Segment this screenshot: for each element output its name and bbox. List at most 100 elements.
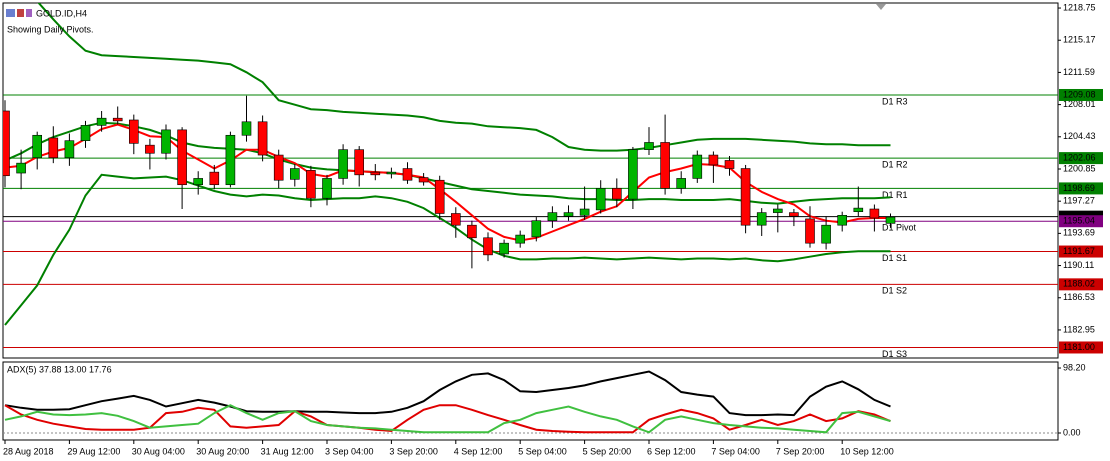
y-tick-label: 1204.43	[1063, 131, 1096, 141]
candle-body	[32, 134, 43, 159]
candle-body	[499, 242, 509, 255]
candle-body	[64, 140, 75, 159]
candle-body	[579, 208, 590, 216]
pivot-value: 1181.00	[1063, 342, 1095, 352]
x-tick-label: 5 Sep 04:00	[518, 446, 567, 456]
candle-body	[740, 168, 751, 226]
candle-body	[805, 218, 815, 244]
candle-body	[644, 142, 654, 150]
y-tick-label: 1193.69	[1063, 228, 1095, 238]
x-tick-label: 30 Aug 20:00	[196, 446, 249, 456]
pivot-box	[1059, 88, 1103, 101]
chart-title: GOLD.ID,H4	[36, 8, 87, 18]
candle-body	[434, 179, 445, 214]
candle-body	[48, 137, 59, 159]
x-tick-label: 7 Sep 20:00	[776, 446, 825, 456]
y-tick-label: 1190.11	[1063, 260, 1094, 270]
pivot-box	[1059, 182, 1103, 195]
candle-body	[145, 144, 155, 154]
y-tick-label: 1218.75	[1063, 2, 1096, 12]
pivot-box	[1059, 245, 1103, 258]
candle-body	[853, 207, 864, 213]
subtitle: Showing Daily Pivots.	[7, 24, 94, 34]
candle-body	[676, 178, 687, 189]
pivot-box	[1059, 215, 1103, 228]
pivot-label: D1 S3	[882, 349, 907, 359]
candle-body	[821, 224, 831, 244]
x-tick-label: 4 Sep 12:00	[454, 446, 503, 456]
pivot-box	[1059, 152, 1103, 165]
candle-body	[756, 212, 767, 226]
candle-body	[96, 117, 107, 126]
candle-body	[483, 237, 493, 256]
x-tick-label: 30 Aug 04:00	[132, 446, 185, 456]
indicator-line	[37, 3, 891, 152]
candle-body	[531, 220, 542, 238]
candle-body	[289, 168, 300, 180]
candle-body	[257, 121, 268, 156]
candle-body	[225, 134, 236, 186]
candle-body	[692, 154, 703, 179]
indicator-line	[4, 404, 891, 434]
y-tick-label: 1208.01	[1063, 99, 1096, 109]
x-tick-label: 29 Aug 12:00	[67, 446, 120, 456]
icon	[17, 9, 24, 17]
candle-body	[885, 216, 896, 224]
y-tick-label: 1182.95	[1063, 324, 1095, 334]
y-tick-label: 1200.85	[1063, 163, 1096, 173]
candle-body	[515, 234, 526, 244]
pivot-label: D1 S1	[882, 253, 907, 263]
icon	[6, 9, 15, 17]
candle-body	[241, 121, 252, 136]
y-tick-label: 1197.27	[1063, 196, 1095, 206]
shift-marker	[876, 4, 886, 10]
y-tick-label: 1215.17	[1063, 35, 1096, 45]
main-panel	[2, 2, 1059, 359]
pivot-box	[1059, 278, 1103, 291]
indicator-title: ADX(5) 37.88 13.00 17.76	[7, 364, 112, 374]
icon	[26, 9, 32, 17]
x-tick-label: 28 Aug 2018	[3, 446, 54, 456]
x-tick-label: 6 Sep 12:00	[647, 446, 696, 456]
x-tick-label: 10 Sep 12:00	[840, 446, 894, 456]
candle-body	[837, 214, 848, 226]
candle-body	[611, 188, 622, 200]
candle-body	[386, 171, 397, 175]
candle-body	[273, 154, 284, 181]
pivot-label: D1 R1	[882, 190, 908, 200]
x-tick-label: 3 Sep 04:00	[325, 446, 374, 456]
candle-body	[370, 171, 381, 176]
candle-body	[80, 125, 91, 141]
candle-body	[628, 149, 638, 200]
pivot-label: D1 S2	[882, 286, 907, 296]
y-tick-label: 0.00	[1063, 427, 1081, 437]
indicator-plot	[3, 370, 1058, 434]
pivot-label: D1 Pivot	[882, 223, 917, 233]
candle-body	[595, 188, 606, 211]
candle-body	[306, 170, 316, 199]
candle-body	[3, 110, 10, 177]
pivot-value: 1209.08	[1063, 89, 1096, 99]
candle-body	[563, 212, 574, 217]
axes: 1218.75 1215.17 1211.59 1208.01 1204.43 1200.…	[3, 2, 1103, 456]
x-tick-label: 7 Sep 04:00	[711, 446, 760, 456]
indicator-line	[4, 173, 891, 326]
candle-body	[161, 129, 171, 154]
candle-body	[467, 224, 477, 239]
candle-body	[177, 129, 187, 186]
pivot-value: 1191.67	[1063, 246, 1095, 256]
candle-body	[724, 160, 735, 169]
candle-body	[112, 117, 123, 122]
pivot-label: D1 R3	[882, 96, 908, 106]
pivot-value: 1195.04	[1063, 216, 1095, 226]
candle-body	[129, 119, 139, 144]
candle-body	[450, 213, 461, 226]
candle-body	[16, 162, 26, 174]
pivot-box	[1059, 341, 1103, 354]
x-tick-label: 31 Aug 12:00	[261, 446, 314, 456]
x-tick-label: 5 Sep 20:00	[583, 446, 632, 456]
x-tick-label: 3 Sep 20:00	[389, 446, 438, 456]
candle-body	[193, 178, 203, 186]
